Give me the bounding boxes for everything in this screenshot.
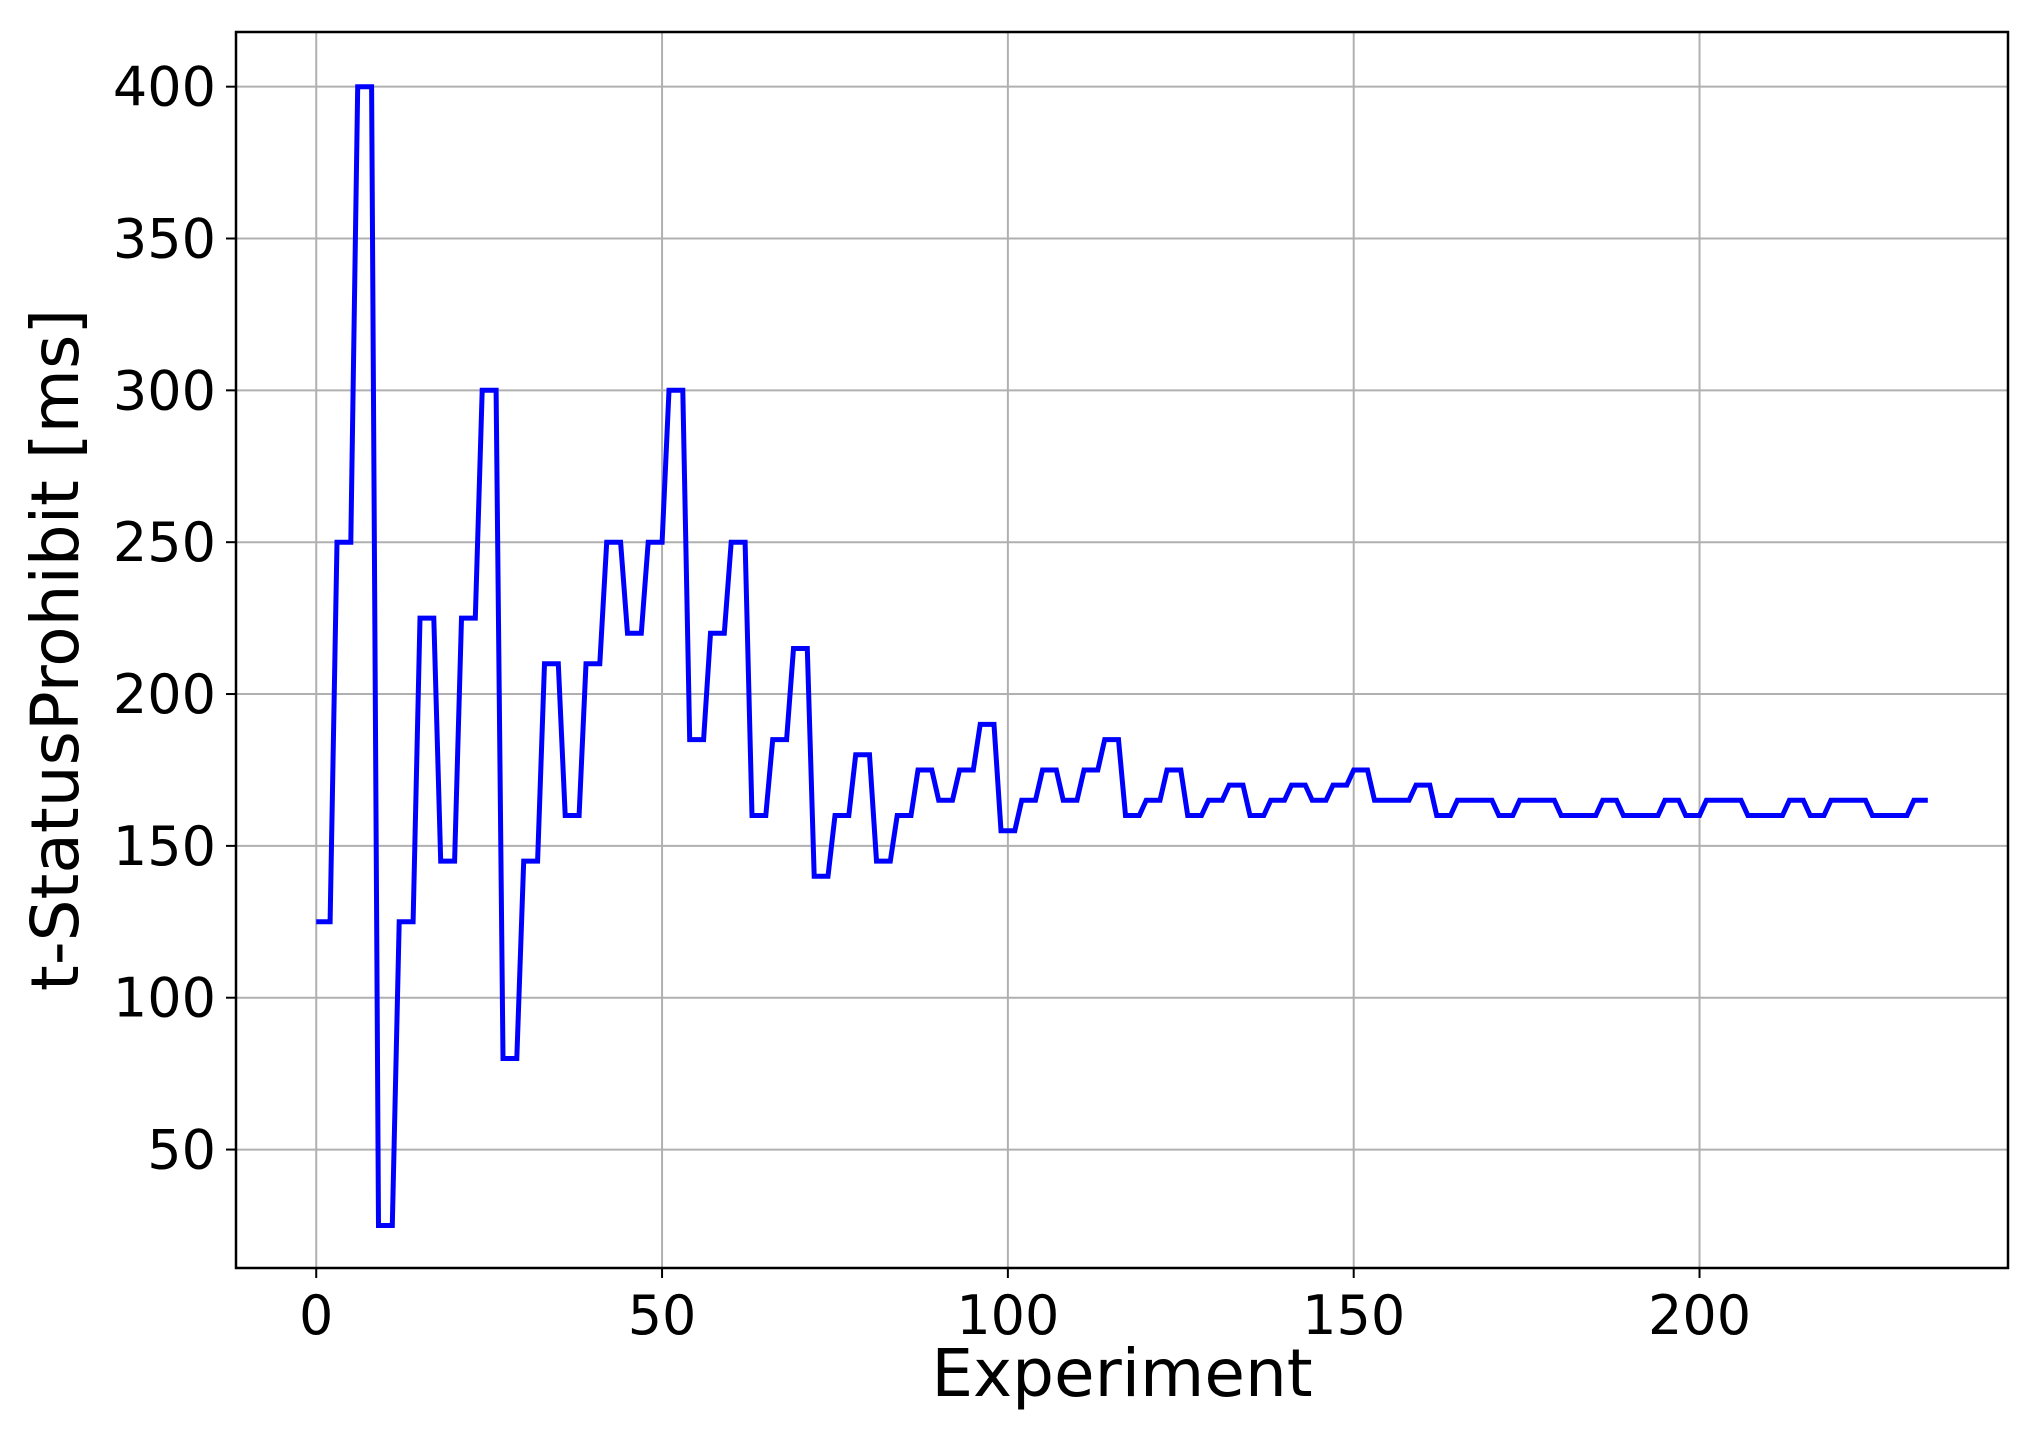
y-tick-label: 50	[147, 1119, 216, 1182]
y-axis-label: t-StatusProhibit [ms]	[17, 309, 94, 991]
grid	[236, 32, 2008, 1268]
x-axis-label: Experiment	[931, 1335, 1312, 1412]
plot-area-frame	[234, 30, 2010, 1270]
series-line	[316, 84, 1928, 1228]
y-tick-label: 400	[113, 56, 216, 119]
y-tick-label: 300	[113, 359, 216, 422]
x-tick-label: 0	[299, 1284, 333, 1347]
series-layer	[316, 84, 1928, 1228]
x-tick-label: 200	[1648, 1284, 1751, 1347]
y-tick-label: 100	[113, 967, 216, 1030]
x-tick-label: 50	[628, 1284, 697, 1347]
y-tick-label: 250	[113, 511, 216, 574]
y-tick-label: 150	[113, 815, 216, 878]
y-tick-label: 200	[113, 663, 216, 726]
x-tick-label: 100	[956, 1284, 1059, 1347]
x-tick-label: 150	[1302, 1284, 1405, 1347]
axis-ticks: 0 50 100 150 200 50 100 150 200 250 300 350 400	[113, 56, 1751, 1347]
y-tick-label: 350	[113, 208, 216, 271]
